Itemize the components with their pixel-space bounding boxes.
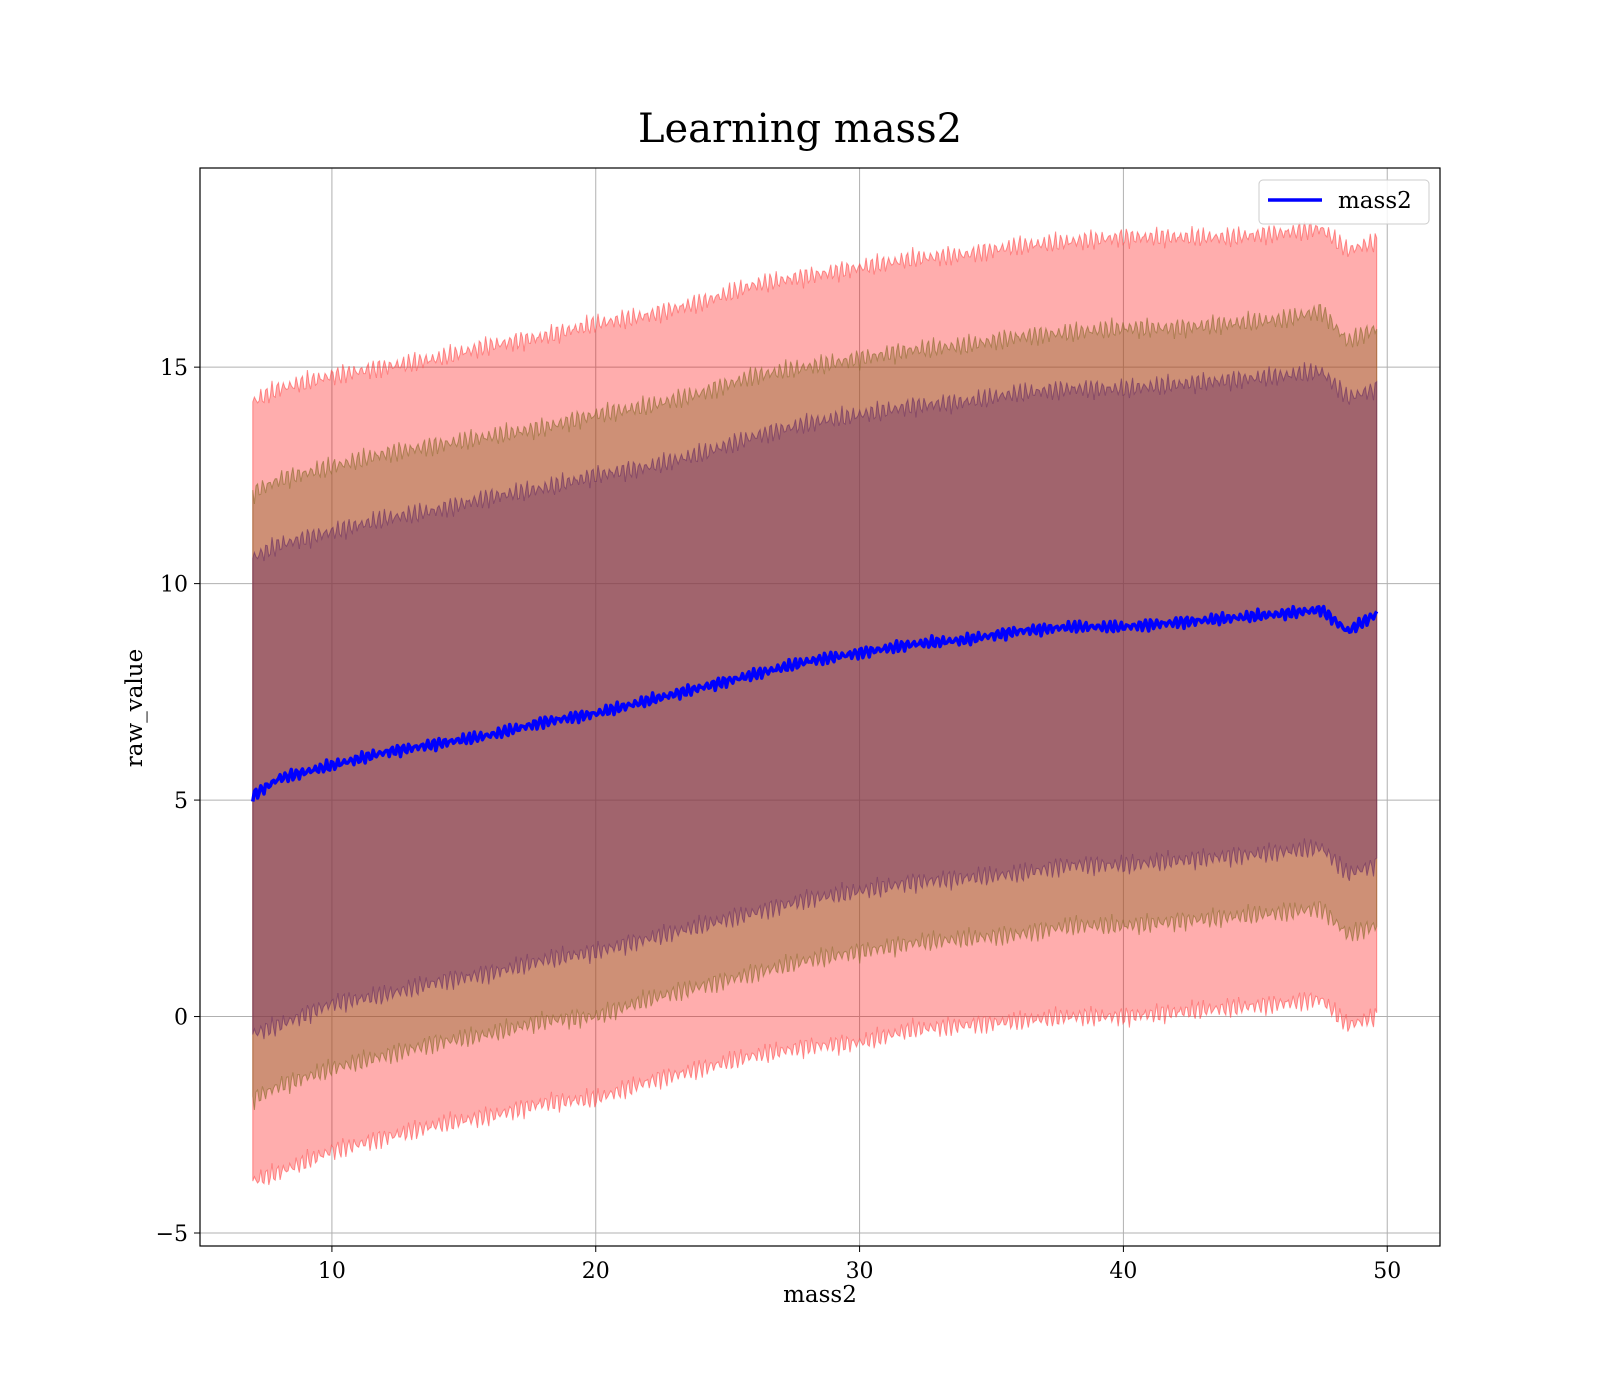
y-axis-label: raw_value: [122, 649, 148, 767]
x-tick-label: 10: [318, 1259, 346, 1284]
plot-frame: [199, 167, 1441, 1247]
x-tick-label: 30: [846, 1259, 874, 1284]
y-axis-ticks: −5 0 5 10 15: [156, 356, 200, 1247]
y-tick-label: 5: [174, 789, 188, 814]
x-tick-label: 20: [582, 1259, 610, 1284]
x-axis-label: mass2: [783, 1282, 857, 1308]
series-line-mass2: [251, 604, 1379, 802]
band-outer: [252, 221, 1378, 1186]
legend-box: [1258, 179, 1430, 225]
band-inner: [252, 362, 1378, 1040]
legend-entry-mass2: mass2: [1338, 188, 1412, 214]
plot-area: [199, 167, 1441, 1247]
x-axis-ticks: 10 20 30 40 50: [318, 1246, 1401, 1284]
grid: [200, 168, 1440, 1246]
band-middle: [252, 304, 1378, 1111]
x-tick-label: 40: [1109, 1259, 1137, 1284]
legend: mass2: [1258, 179, 1430, 225]
y-tick-label: 0: [174, 1006, 188, 1031]
chart-title: Learning mass2: [638, 106, 962, 152]
y-tick-label: 10: [160, 573, 188, 598]
y-tick-label: 15: [160, 356, 188, 381]
uncertainty-bands: [252, 221, 1378, 1186]
x-tick-label: 50: [1373, 1259, 1401, 1284]
y-tick-label: −5: [156, 1222, 188, 1247]
series-lines: [251, 604, 1379, 802]
